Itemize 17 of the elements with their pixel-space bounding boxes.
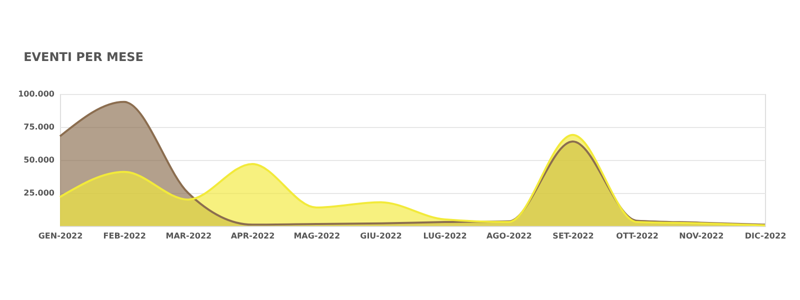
y-tick-label: 100.000 <box>18 90 55 98</box>
x-tick-label: GEN-2022 <box>38 232 83 240</box>
x-tick-label: MAR-2022 <box>166 232 212 240</box>
chart-title: EVENTI PER MESE <box>24 50 144 64</box>
x-tick-label: SET-2022 <box>552 232 594 240</box>
x-tick-label: FEB-2022 <box>103 232 146 240</box>
x-tick-label: LUG-2022 <box>423 232 467 240</box>
x-tick-label: NOV-2022 <box>679 232 724 240</box>
x-tick-label: DIC-2022 <box>744 232 786 240</box>
x-tick-label: AGO-2022 <box>486 232 532 240</box>
y-tick-label: 50.000 <box>24 156 55 164</box>
x-tick-label: OTT-2022 <box>616 232 658 240</box>
x-tick-label: GIU-2022 <box>360 232 402 240</box>
x-tick-label: MAG-2022 <box>294 232 340 240</box>
y-tick-label: 75.000 <box>24 122 55 132</box>
y-tick-label: 25.000 <box>24 188 55 198</box>
x-tick-label: APR-2022 <box>230 232 275 240</box>
